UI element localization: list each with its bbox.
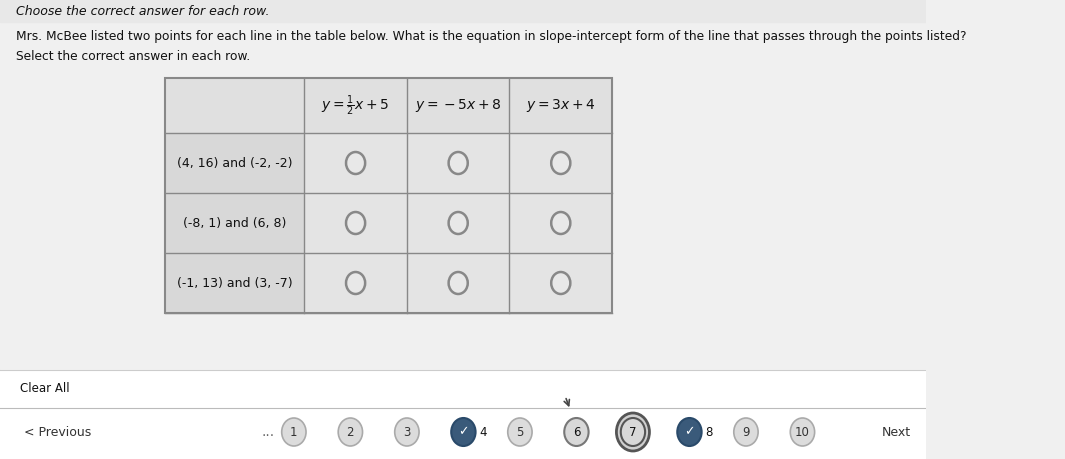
- Bar: [509, 193, 612, 253]
- Circle shape: [452, 418, 476, 446]
- Circle shape: [281, 418, 306, 446]
- Circle shape: [677, 418, 702, 446]
- Circle shape: [734, 418, 758, 446]
- Text: $y = \frac{1}{2}x + 5$: $y = \frac{1}{2}x + 5$: [322, 93, 390, 118]
- Text: 8: 8: [705, 425, 712, 438]
- Bar: [165, 193, 305, 253]
- Text: ✓: ✓: [458, 425, 469, 438]
- Text: (-8, 1) and (6, 8): (-8, 1) and (6, 8): [183, 217, 286, 230]
- Circle shape: [395, 418, 419, 446]
- Text: $y = 3x + 4$: $y = 3x + 4$: [526, 97, 595, 114]
- Bar: [305, 193, 407, 253]
- Text: $y = -5x + 8$: $y = -5x + 8$: [415, 97, 502, 114]
- Text: Clear All: Clear All: [19, 381, 69, 394]
- Circle shape: [552, 152, 571, 174]
- Bar: [165, 253, 305, 313]
- Text: (-1, 13) and (3, -7): (-1, 13) and (3, -7): [177, 276, 293, 290]
- Circle shape: [448, 212, 468, 234]
- Circle shape: [448, 152, 468, 174]
- Text: < Previous: < Previous: [24, 425, 92, 438]
- Bar: [305, 253, 407, 313]
- Text: Choose the correct answer for each row.: Choose the correct answer for each row.: [16, 5, 269, 17]
- Text: Mrs. McBee listed two points for each line in the table below. What is the equat: Mrs. McBee listed two points for each li…: [16, 29, 966, 43]
- Text: 10: 10: [796, 425, 809, 438]
- Bar: [165, 78, 612, 313]
- Text: 7: 7: [629, 425, 637, 438]
- Bar: [165, 133, 305, 193]
- Text: ✓: ✓: [684, 425, 694, 438]
- Bar: [509, 133, 612, 193]
- Circle shape: [508, 418, 532, 446]
- Text: ...: ...: [261, 425, 275, 439]
- Text: (4, 16) and (-2, -2): (4, 16) and (-2, -2): [177, 157, 293, 169]
- Text: 3: 3: [404, 425, 411, 438]
- Bar: [165, 78, 612, 133]
- Circle shape: [346, 212, 365, 234]
- Text: 4: 4: [479, 425, 487, 438]
- Text: 6: 6: [573, 425, 580, 438]
- Bar: [0, 0, 925, 22]
- Text: 5: 5: [517, 425, 524, 438]
- Bar: [305, 133, 407, 193]
- Bar: [13, 376, 76, 400]
- Circle shape: [448, 272, 468, 294]
- Circle shape: [346, 152, 365, 174]
- Circle shape: [621, 418, 645, 446]
- Bar: [0, 370, 925, 459]
- Bar: [407, 133, 509, 193]
- Text: 2: 2: [346, 425, 355, 438]
- Text: 9: 9: [742, 425, 750, 438]
- Circle shape: [617, 413, 650, 451]
- Circle shape: [346, 272, 365, 294]
- Bar: [407, 253, 509, 313]
- Circle shape: [552, 272, 571, 294]
- Text: Select the correct answer in each row.: Select the correct answer in each row.: [16, 50, 250, 62]
- Circle shape: [790, 418, 815, 446]
- Circle shape: [339, 418, 362, 446]
- Bar: [407, 193, 509, 253]
- Text: 1: 1: [290, 425, 297, 438]
- Bar: [165, 78, 612, 313]
- Bar: [509, 253, 612, 313]
- Circle shape: [552, 212, 571, 234]
- Text: Next: Next: [882, 425, 912, 438]
- Circle shape: [564, 418, 589, 446]
